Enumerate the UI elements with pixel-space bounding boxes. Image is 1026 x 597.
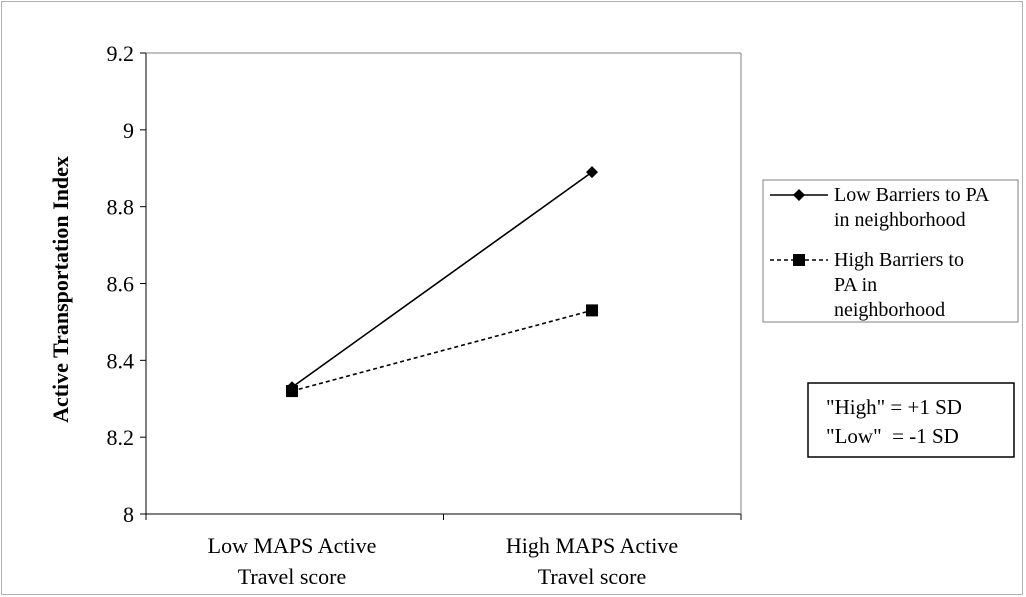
series-line-2 (291, 309, 593, 392)
legend-label: Low Barriers to PA (834, 184, 990, 206)
x-tick-label: Travel score (238, 564, 347, 589)
y-tick-label: 9 (123, 118, 134, 143)
annotation-box: "High" = +1 SD "Low" = -1 SD (807, 382, 1015, 458)
legend-box (762, 179, 1019, 323)
series-2-point-1 (286, 385, 298, 398)
legend-label: High Barriers to (834, 249, 964, 271)
annotation-text: "Low" = -1 SD (826, 424, 959, 448)
ticks: 8 8.2 8.4 8.6 8.8 9 9.2 Low MAPS Active Travel s… (107, 41, 742, 589)
y-tick-label: 8.2 (107, 425, 135, 450)
x-tick-label: High MAPS Active (506, 533, 678, 558)
series-1-point-2 (586, 166, 598, 179)
y-tick-label: 8.8 (107, 195, 135, 220)
legend-label: neighborhood (834, 299, 945, 321)
legend-label: in neighborhood (834, 209, 966, 231)
series-line-1 (291, 171, 593, 388)
annotation-text: "High" = +1 SD (826, 395, 962, 419)
y-axis-title: Active Transportation Index (48, 156, 73, 423)
y-tick-label: 8.4 (107, 348, 135, 373)
legend-marker-1 (793, 189, 805, 201)
legend: Low Barriers to PA in neighborhood High Ba… (762, 179, 1019, 323)
series-2-point-2 (586, 304, 598, 317)
y-tick-label: 8.6 (107, 272, 135, 297)
series-layer (286, 166, 598, 398)
y-axis-title-group: Active Transportation Index (48, 156, 73, 423)
legend-label: PA in (834, 274, 877, 296)
x-tick-label: Low MAPS Active (208, 533, 377, 558)
y-tick-label: 8 (123, 502, 134, 527)
annotation-rect (807, 382, 1015, 458)
y-tick-label: 9.2 (107, 41, 135, 66)
x-tick-label: Travel score (538, 564, 647, 589)
legend-marker-2 (793, 254, 805, 266)
axes (145, 52, 742, 515)
